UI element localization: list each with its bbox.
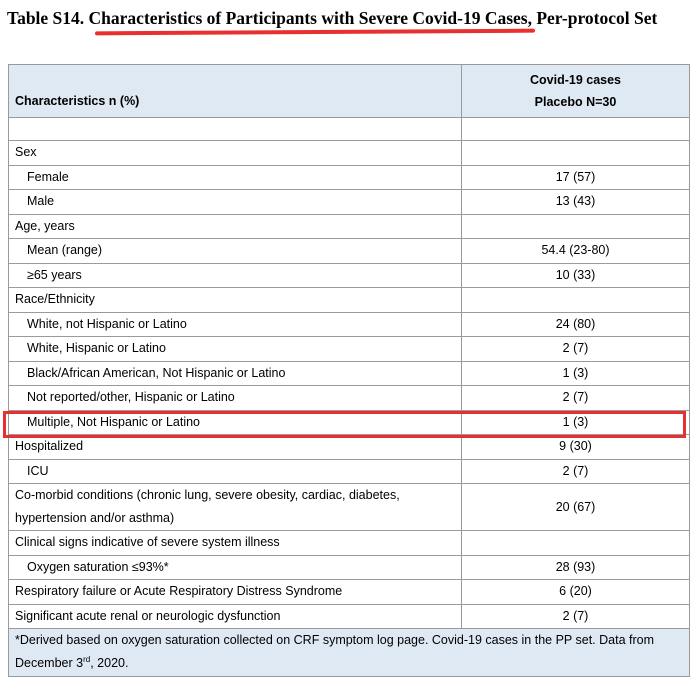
table-row: Hospitalized 9 (30) xyxy=(8,434,690,460)
row-value: 2 (7) xyxy=(461,458,690,484)
row-label: Race/Ethnicity xyxy=(8,287,462,313)
row-label: Female xyxy=(8,164,462,190)
table-row: ICU 2 (7) xyxy=(8,458,690,484)
title-underlined-text: Characteristics of Participants with Sev… xyxy=(88,8,528,28)
row-value: 10 (33) xyxy=(461,262,690,288)
table-row: Not reported/other, Hispanic or Latino 2 … xyxy=(8,385,690,411)
red-highlight-box-hospitalized xyxy=(3,411,686,438)
row-label xyxy=(8,117,462,141)
row-label: ≥65 years xyxy=(8,262,462,288)
row-value xyxy=(461,117,690,141)
table-row: Oxygen saturation ≤93%* 28 (93) xyxy=(8,554,690,580)
row-value: 20 (67) xyxy=(461,483,690,531)
group-header-line2: Placebo N=30 xyxy=(534,95,617,109)
row-value: 1 (3) xyxy=(461,360,690,386)
row-label: Male xyxy=(8,189,462,215)
row-value: 9 (30) xyxy=(461,434,690,460)
row-label: Hospitalized xyxy=(8,434,462,460)
row-label: Significant acute renal or neurologic dy… xyxy=(8,603,462,629)
row-value: 6 (20) xyxy=(461,579,690,605)
footnote-text-end: , 2020. xyxy=(90,655,129,670)
row-label: Respiratory failure or Acute Respiratory… xyxy=(8,579,462,605)
row-value xyxy=(461,140,690,166)
row-value: 13 (43) xyxy=(461,189,690,215)
table-row: White, not Hispanic or Latino 24 (80) xyxy=(8,311,690,337)
table-row: ≥65 years 10 (33) xyxy=(8,262,690,288)
table-row: Respiratory failure or Acute Respiratory… xyxy=(8,579,690,605)
table-body: Sex Female 17 (57) Male 13 (43) Age, years Mea… xyxy=(8,117,690,629)
row-label: Black/African American, Not Hispanic or … xyxy=(8,360,462,386)
group-header-line1: Covid-19 cases xyxy=(529,73,622,87)
red-underline-annotation xyxy=(94,28,536,36)
row-value xyxy=(461,530,690,556)
row-label: ICU xyxy=(8,458,462,484)
table-row: Male 13 (43) xyxy=(8,189,690,215)
table-row xyxy=(8,117,690,141)
row-label: Mean (range) xyxy=(8,238,462,264)
characteristics-table: Characteristics n (%) Covid-19 cases Pla… xyxy=(8,64,690,677)
row-value: 2 (7) xyxy=(461,385,690,411)
title-suffix: , Per-protocol Set xyxy=(527,8,658,28)
table-row: Clinical signs indicative of severe syst… xyxy=(8,530,690,556)
row-value: 28 (93) xyxy=(461,554,690,580)
group-header: Covid-19 cases Placebo N=30 xyxy=(461,64,690,118)
table-header-row: Characteristics n (%) Covid-19 cases Pla… xyxy=(8,64,690,118)
row-value: 2 (7) xyxy=(461,336,690,362)
row-label: Oxygen saturation ≤93%* xyxy=(8,554,462,580)
row-label: Co-morbid conditions (chronic lung, seve… xyxy=(8,483,462,531)
table-row: White, Hispanic or Latino 2 (7) xyxy=(8,336,690,362)
table-row: Age, years xyxy=(8,213,690,239)
title-prefix: Table S14. xyxy=(7,8,89,28)
row-value xyxy=(461,287,690,313)
row-label: White, Hispanic or Latino xyxy=(8,336,462,362)
row-label: White, not Hispanic or Latino xyxy=(8,311,462,337)
table-row: Female 17 (57) xyxy=(8,164,690,190)
row-label: Not reported/other, Hispanic or Latino xyxy=(8,385,462,411)
characteristics-header: Characteristics n (%) xyxy=(8,64,462,118)
row-value: 17 (57) xyxy=(461,164,690,190)
table-row: Sex xyxy=(8,140,690,166)
row-label: Clinical signs indicative of severe syst… xyxy=(8,530,462,556)
table-row: Black/African American, Not Hispanic or … xyxy=(8,360,690,386)
row-value: 54.4 (23-80) xyxy=(461,238,690,264)
row-label: Age, years xyxy=(8,213,462,239)
row-label: Sex xyxy=(8,140,462,166)
row-value: 24 (80) xyxy=(461,311,690,337)
table-title: Table S14. Characteristics of Participan… xyxy=(7,8,657,29)
table-row: Race/Ethnicity xyxy=(8,287,690,313)
row-value xyxy=(461,213,690,239)
table-row: Co-morbid conditions (chronic lung, seve… xyxy=(8,483,690,531)
table-row: Multiple, Not Hispanic or Latino 1 (3) xyxy=(8,409,690,435)
table-row: Significant acute renal or neurologic dy… xyxy=(8,603,690,629)
row-value: 2 (7) xyxy=(461,603,690,629)
footnote-superscript: rd xyxy=(83,654,91,664)
table-row: Mean (range) 54.4 (23-80) xyxy=(8,238,690,264)
